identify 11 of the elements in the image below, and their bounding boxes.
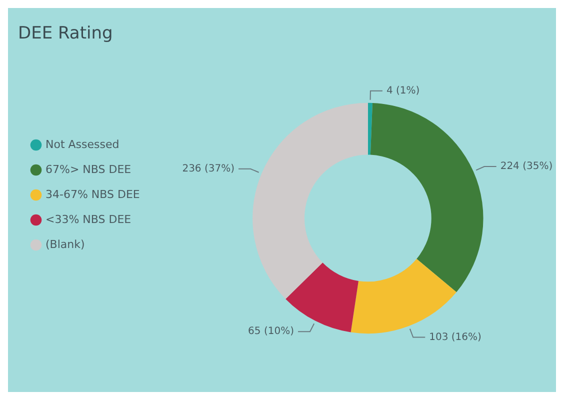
legend-label: <33% NBS DEE <box>46 212 132 226</box>
data-label: 103 (16%) <box>429 332 482 343</box>
data-label: 65 (10%) <box>248 326 294 338</box>
data-label: 224 (35%) <box>500 161 553 172</box>
legend-label: (Blank) <box>46 238 85 251</box>
legend-label: Not Assessed <box>46 138 120 151</box>
legend-label: 34-67% NBS DEE <box>46 188 140 201</box>
chart-title: DEE Rating <box>18 24 113 44</box>
legend-label: 67%> NBS DEE <box>46 162 132 176</box>
data-label: 4 (1%) <box>386 85 420 96</box>
data-label: 236 (37%) <box>182 163 235 174</box>
